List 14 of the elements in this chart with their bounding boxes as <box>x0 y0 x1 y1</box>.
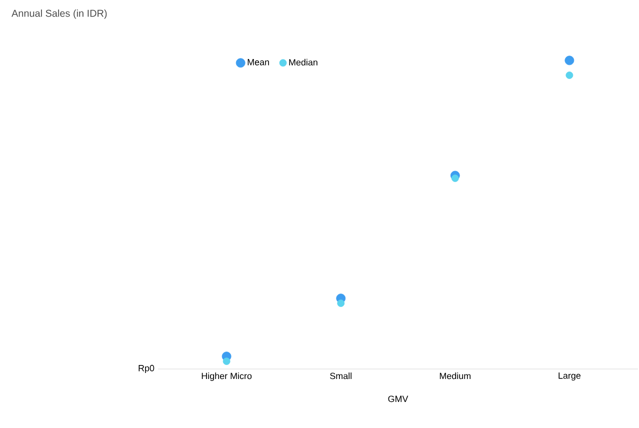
x-tick-label: Higher Micro <box>202 372 252 381</box>
x-axis-title: GMV <box>388 396 408 402</box>
legend-label: Median <box>289 58 318 66</box>
text: Annual Sales (in IDR) <box>12 10 107 19</box>
point <box>564 56 574 66</box>
point <box>337 300 345 307</box>
x-tick-label: Large <box>558 372 581 381</box>
text: Rp0 <box>138 364 154 374</box>
x-tick-label: Medium <box>440 372 470 380</box>
x-tick-label: Small <box>330 372 352 380</box>
point <box>222 358 230 365</box>
legend-label: Mean <box>248 59 269 66</box>
point <box>451 174 459 182</box>
point <box>566 72 574 79</box>
